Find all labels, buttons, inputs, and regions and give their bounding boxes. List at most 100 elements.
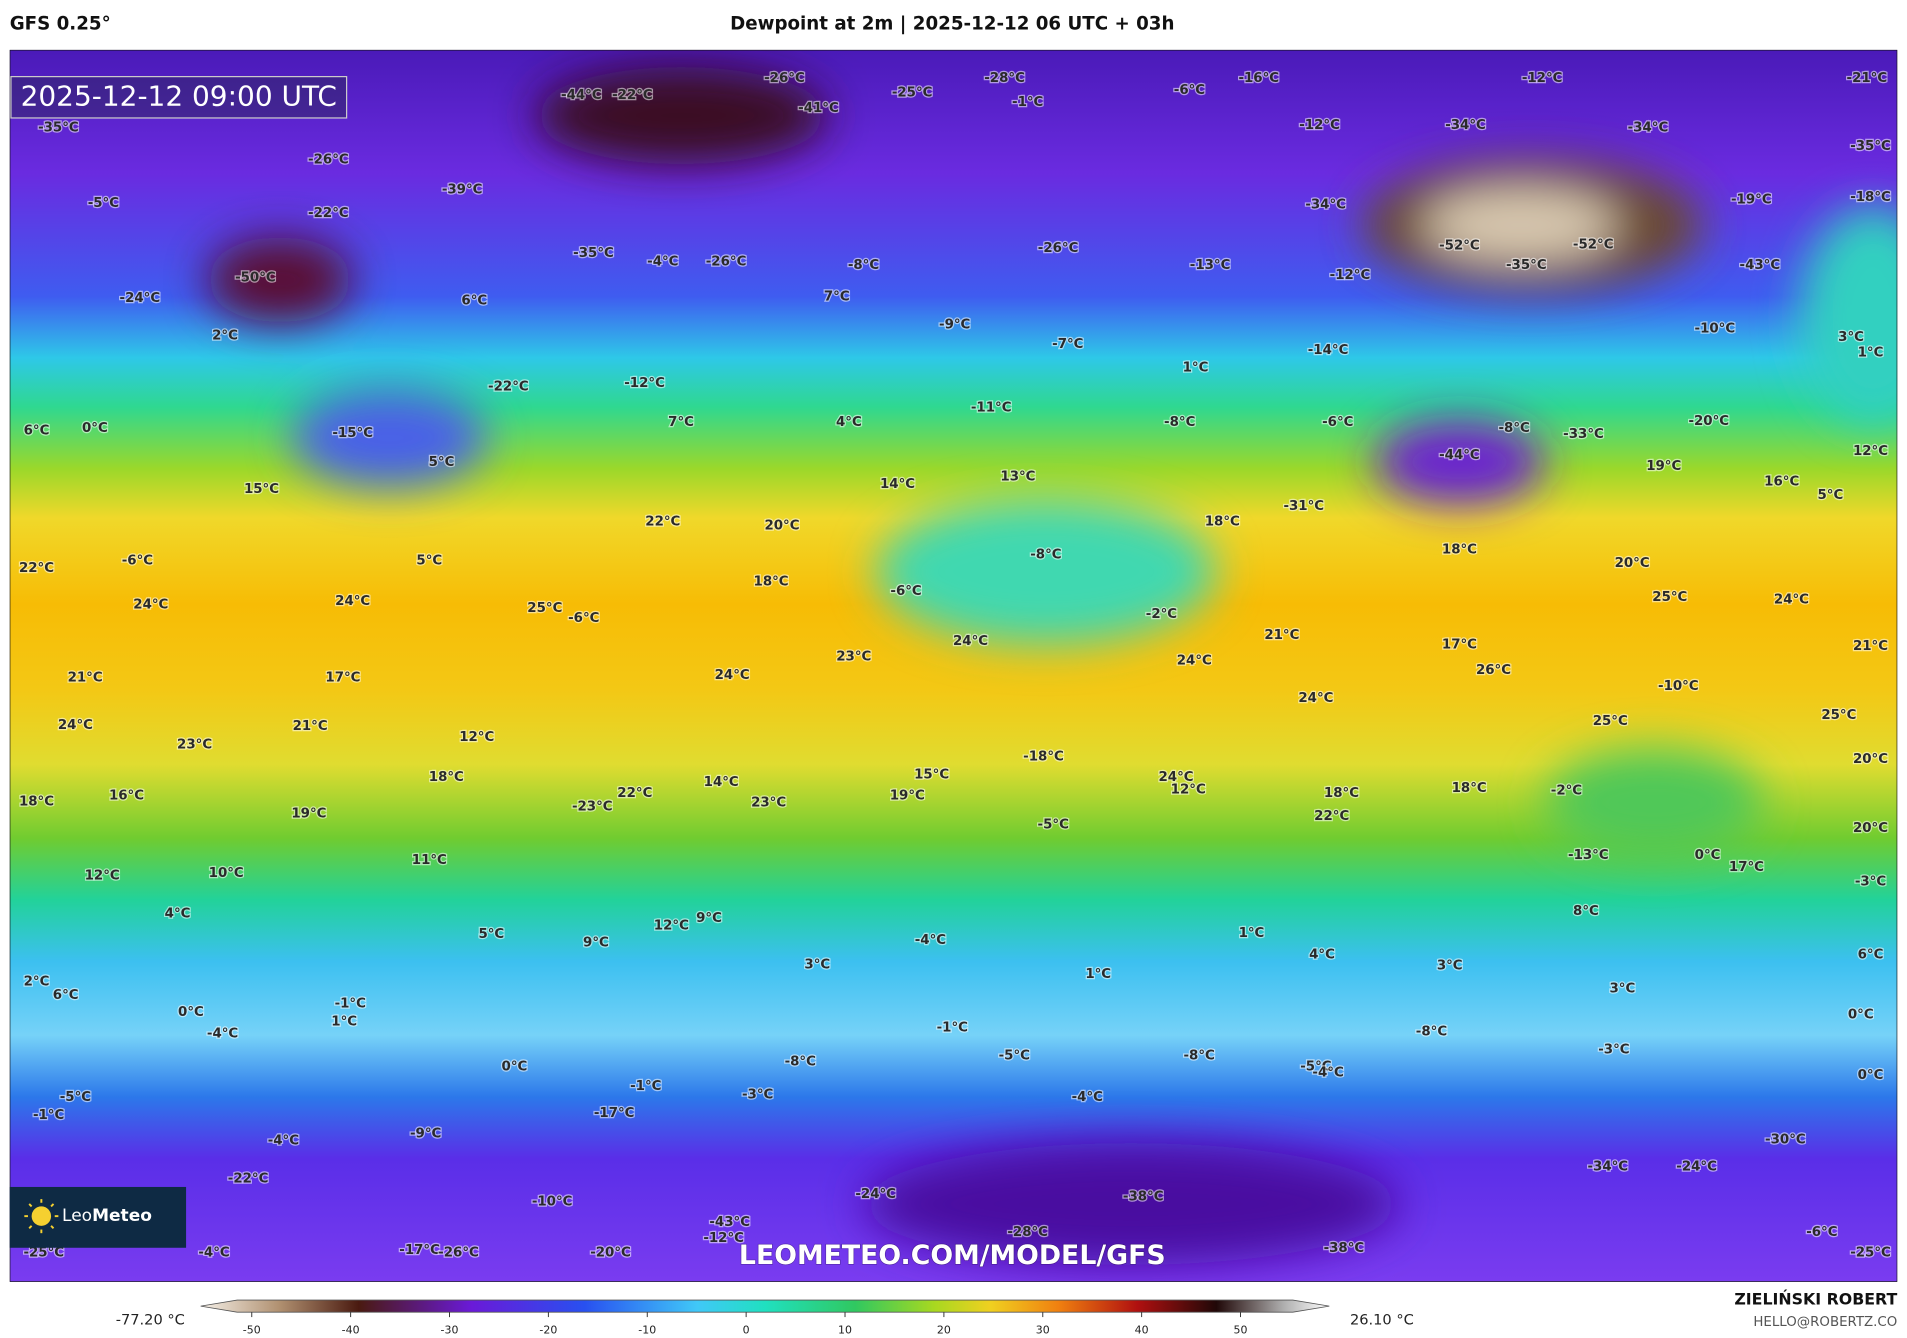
- temp-label: -26°C: [308, 152, 349, 167]
- temp-label: -39°C: [442, 183, 483, 198]
- temp-label: 3°C: [1437, 959, 1463, 974]
- temp-label: 18°C: [429, 770, 464, 785]
- temp-label: 18°C: [1452, 781, 1487, 796]
- temp-label: 16°C: [1764, 475, 1799, 490]
- temp-label: -4°C: [207, 1027, 238, 1042]
- temp-label: -10°C: [1695, 321, 1736, 336]
- temp-label: -43°C: [1740, 258, 1781, 273]
- temp-label: -6°C: [122, 554, 153, 569]
- temp-label: 20°C: [1853, 752, 1888, 767]
- temp-label: 20°C: [1615, 556, 1650, 571]
- temp-label: 22°C: [617, 786, 652, 801]
- logo-text: LeoMeteo: [62, 1206, 152, 1226]
- temp-label: 23°C: [751, 796, 786, 811]
- temp-label: -24°C: [120, 291, 161, 306]
- temp-label: -35°C: [1850, 139, 1891, 154]
- logo[interactable]: LeoMeteo: [9, 1186, 187, 1248]
- temp-label: -4°C: [915, 933, 946, 948]
- temp-label: -34°C: [1588, 1159, 1629, 1174]
- watermark: LEOMETEO.COM/MODEL/GFS: [739, 1240, 1166, 1271]
- temp-label: -22°C: [488, 380, 529, 395]
- temp-label: -44°C: [561, 88, 602, 103]
- temp-label: -6°C: [568, 611, 599, 626]
- temp-label: -5°C: [1300, 1060, 1331, 1075]
- temp-label: -22°C: [308, 206, 349, 221]
- temp-label: 7°C: [824, 290, 850, 305]
- temp-label: 1°C: [1858, 346, 1884, 361]
- temp-label: 23°C: [836, 650, 871, 665]
- temp-label: 19°C: [291, 807, 326, 822]
- colorbar-tick-label: 30: [1036, 1323, 1050, 1336]
- temp-label: -12°C: [624, 376, 665, 391]
- temp-label: 5°C: [1817, 488, 1843, 503]
- colorbar-tick-label: -50: [243, 1323, 261, 1336]
- map-title: Dewpoint at 2m | 2025-12-12 06 UTC + 03h: [730, 13, 1174, 34]
- temp-label: 18°C: [1324, 786, 1359, 801]
- temp-label: -35°C: [573, 246, 614, 261]
- temp-label: -6°C: [890, 584, 921, 599]
- temp-label: 3°C: [1838, 330, 1864, 345]
- temp-label: -12°C: [1299, 118, 1340, 133]
- temp-label: -34°C: [1628, 121, 1669, 136]
- temp-label: -35°C: [1506, 258, 1547, 273]
- temp-label: -26°C: [1038, 241, 1079, 256]
- temp-label: 14°C: [880, 477, 915, 492]
- temp-label: 0°C: [1848, 1007, 1874, 1022]
- temp-label: -20°C: [1688, 414, 1729, 429]
- temp-label: 24°C: [133, 597, 168, 612]
- temp-label: 4°C: [836, 415, 862, 430]
- temp-label: 14°C: [704, 775, 739, 790]
- field-blobs: [206, 66, 1898, 1265]
- temp-label: 0°C: [1695, 848, 1721, 863]
- temp-label: 17°C: [1442, 638, 1477, 653]
- temp-label: -9°C: [939, 318, 970, 333]
- temp-label: 18°C: [19, 794, 54, 809]
- temp-label: 3°C: [804, 957, 830, 972]
- colorbar-tick-label: 0: [743, 1323, 750, 1336]
- temp-label: 9°C: [583, 936, 609, 951]
- temp-label: 0°C: [502, 1060, 528, 1075]
- temp-label: -12°C: [1522, 71, 1563, 86]
- temp-label: -25°C: [23, 1246, 64, 1261]
- temp-label: -9°C: [410, 1126, 441, 1141]
- temp-label: 10°C: [209, 866, 244, 881]
- map-labels: -35°C -5°C -24°C -50°C 2°C -26°C -22°C -39°C -44…: [18, 70, 1892, 1262]
- colorbar-tick-label: -30: [441, 1323, 459, 1336]
- temp-label: 25°C: [527, 601, 562, 616]
- email[interactable]: HELLO@ROBERTZ.CO: [1753, 1315, 1897, 1330]
- temp-label: -1°C: [630, 1079, 661, 1094]
- temp-label: -4°C: [198, 1246, 229, 1261]
- temp-label: 12°C: [459, 730, 494, 745]
- temp-label: 7°C: [668, 415, 694, 430]
- colorbar-tick-label: 50: [1234, 1323, 1248, 1336]
- temp-label: -5°C: [999, 1049, 1030, 1064]
- temp-label: 17°C: [325, 670, 360, 685]
- temp-label: 5°C: [429, 455, 455, 470]
- temp-label: -33°C: [1563, 427, 1604, 442]
- temp-label: -1°C: [33, 1108, 64, 1123]
- temp-label: -4°C: [647, 254, 678, 269]
- temp-label: -8°C: [1499, 421, 1530, 436]
- temp-label: 13°C: [1000, 470, 1035, 485]
- temp-label: 24°C: [1177, 653, 1212, 668]
- temp-label: 21°C: [1264, 628, 1299, 643]
- temp-label: 2°C: [24, 974, 50, 989]
- temp-label: -10°C: [1658, 679, 1699, 694]
- temp-label: 1°C: [1183, 360, 1209, 375]
- colorbar-min: -77.20 °C: [116, 1312, 185, 1329]
- temp-label: -6°C: [1322, 415, 1353, 430]
- temp-label: 1°C: [1239, 926, 1265, 941]
- temp-label: -23°C: [572, 799, 613, 814]
- colorbar-tick-label: 10: [838, 1323, 852, 1336]
- temp-label: 21°C: [293, 719, 328, 734]
- temp-label: 21°C: [68, 670, 103, 685]
- temp-label: 12°C: [1171, 782, 1206, 797]
- temp-label: 0°C: [1858, 1068, 1884, 1083]
- colorbar-tick-label: -40: [342, 1323, 360, 1336]
- temp-label: -5°C: [88, 196, 119, 211]
- temp-label: 0°C: [82, 421, 108, 436]
- temp-label: -30°C: [1765, 1133, 1806, 1148]
- temp-label: 24°C: [58, 718, 93, 733]
- temp-label: 25°C: [1652, 590, 1687, 605]
- temp-label: -6°C: [1174, 83, 1205, 98]
